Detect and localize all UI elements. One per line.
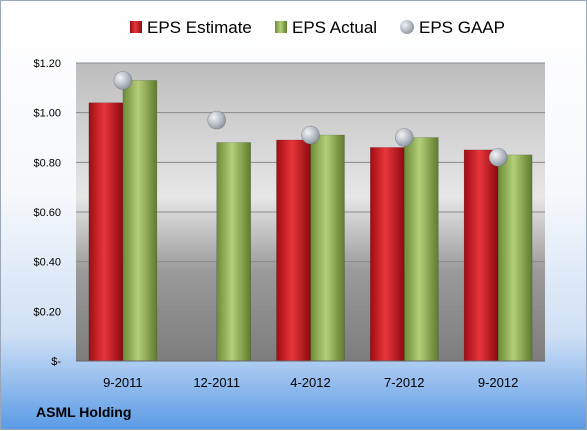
legend-label-gaap: EPS GAAP (419, 18, 505, 37)
bar-eps-actual (310, 134, 345, 362)
y-tick-label: $0.40 (33, 257, 61, 269)
legend-marker-gaap (400, 20, 414, 34)
bars (88, 80, 533, 362)
marker-eps-gaap (394, 128, 414, 147)
legend: EPS Estimate EPS Actual EPS GAAP (130, 18, 505, 37)
y-tick-label: $1.20 (33, 58, 61, 70)
bar-eps-estimate (370, 147, 405, 362)
bar-eps-actual (404, 137, 439, 362)
y-tick-label: $- (51, 356, 61, 368)
y-tick-label: $0.20 (33, 306, 61, 318)
y-tick-label: $0.60 (33, 207, 61, 219)
x-category-label: 9-2012 (478, 375, 518, 390)
bar-eps-estimate (276, 139, 311, 362)
bar-eps-estimate (88, 102, 124, 362)
marker-eps-gaap (113, 71, 133, 90)
legend-label-actual: EPS Actual (292, 18, 377, 37)
y-axis-ticks: $- $0.20 $0.40 $0.60 $0.80 $1.00 $1.20 (33, 58, 61, 368)
marker-eps-gaap (207, 110, 226, 130)
x-category-label: 4-2012 (290, 375, 330, 390)
legend-label-estimate: EPS Estimate (147, 18, 252, 37)
y-tick-label: $1.00 (33, 108, 61, 120)
company-name: ASML Holding (36, 404, 131, 420)
legend-swatch-actual (275, 21, 287, 33)
bar-eps-estimate (463, 149, 499, 362)
x-category-label: 12-2011 (193, 375, 240, 390)
gaap-markers (113, 71, 508, 167)
bar-eps-actual (122, 80, 158, 362)
x-axis-labels: 9-2011 12-2011 4-2012 7-2012 9-2012 (103, 375, 518, 390)
marker-eps-gaap (301, 125, 320, 145)
bar-eps-actual (216, 142, 251, 362)
legend-swatch-estimate (130, 21, 142, 33)
bar-eps-actual (497, 154, 533, 362)
x-category-label: 9-2011 (103, 375, 143, 390)
y-tick-label: $0.80 (33, 157, 61, 169)
marker-eps-gaap (488, 148, 508, 167)
x-category-label: 7-2012 (384, 375, 424, 390)
